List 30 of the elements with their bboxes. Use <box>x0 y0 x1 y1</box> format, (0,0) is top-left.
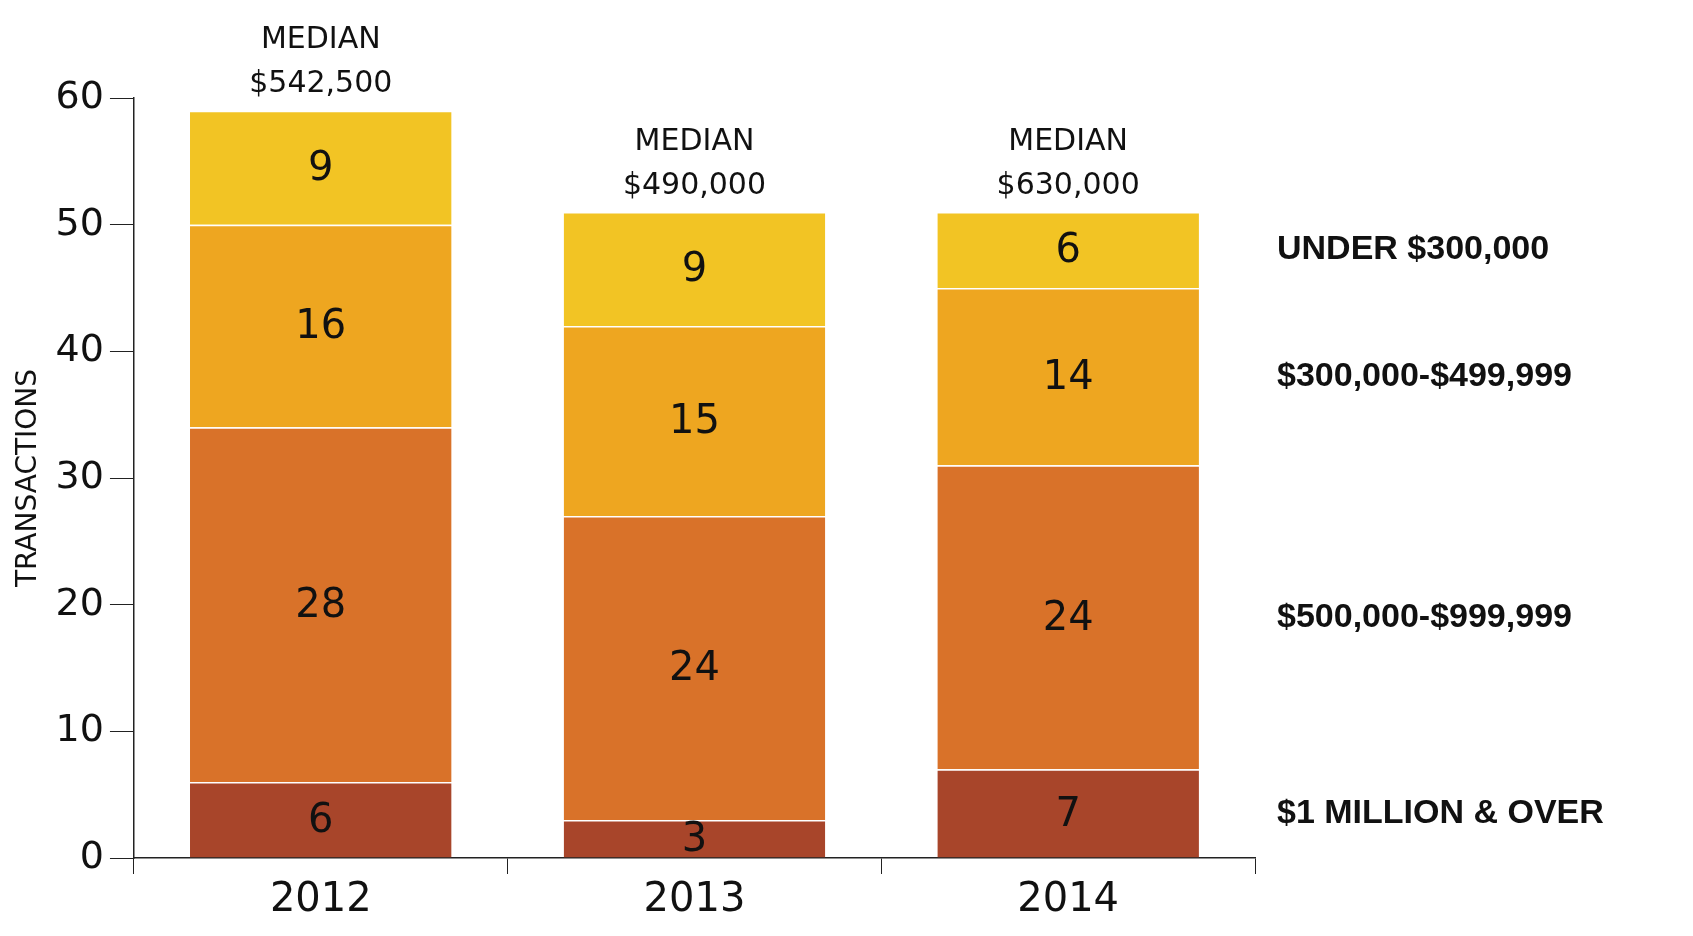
data-label: 28 <box>295 580 347 627</box>
x-tick-label: 2012 <box>269 874 372 921</box>
text: UNDER $300,000 <box>1277 228 1550 267</box>
data-label: 6 <box>308 795 334 842</box>
data-label: 3 <box>681 814 708 861</box>
data-label: 9 <box>681 244 708 291</box>
data-label: 6 <box>1055 225 1081 272</box>
y-tick-label: 30 <box>55 452 104 497</box>
data-label: 24 <box>1042 592 1094 639</box>
y-tick-label: 0 <box>79 832 104 877</box>
text: $1 MILLION & OVER <box>1277 791 1604 830</box>
text: $500,000-$999,999 <box>1277 595 1572 634</box>
data-label: 7 <box>1055 788 1081 835</box>
data-label: 24 <box>669 643 720 690</box>
x-tick-label: 2014 <box>1017 874 1120 921</box>
y-tick-label: 40 <box>55 326 104 371</box>
y-tick-label: 50 <box>55 199 104 244</box>
data-label: 14 <box>1042 352 1094 399</box>
annotation: MEDIAN $542,500 <box>249 20 393 100</box>
annotation: MEDIAN $630,000 <box>996 121 1140 201</box>
y-tick-label: 20 <box>55 579 104 624</box>
y-tick-label: 10 <box>55 706 104 751</box>
data-label: 16 <box>295 301 347 348</box>
x-tick-label: 2013 <box>643 874 746 921</box>
data-label: 15 <box>669 396 720 443</box>
y-axis-title: TRANSACTIONS <box>10 368 44 589</box>
text: $300,000-$499,999 <box>1277 355 1572 394</box>
y-tick-label: 60 <box>55 72 104 117</box>
data-label: 9 <box>308 143 334 190</box>
annotation: MEDIAN $490,000 <box>622 121 767 201</box>
